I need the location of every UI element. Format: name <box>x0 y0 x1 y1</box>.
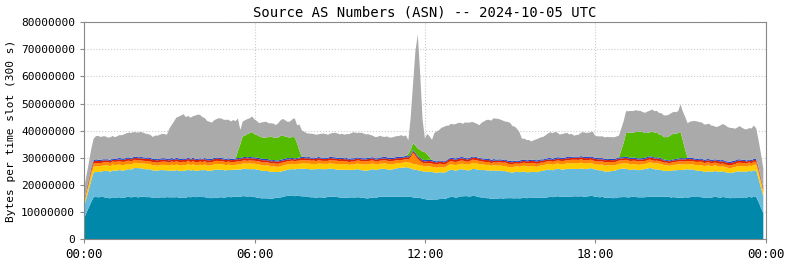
Title: Source AS Numbers (ASN) -- 2024-10-05 UTC: Source AS Numbers (ASN) -- 2024-10-05 UT… <box>254 6 596 19</box>
Y-axis label: Bytes per time slot (300 s): Bytes per time slot (300 s) <box>6 40 16 222</box>
